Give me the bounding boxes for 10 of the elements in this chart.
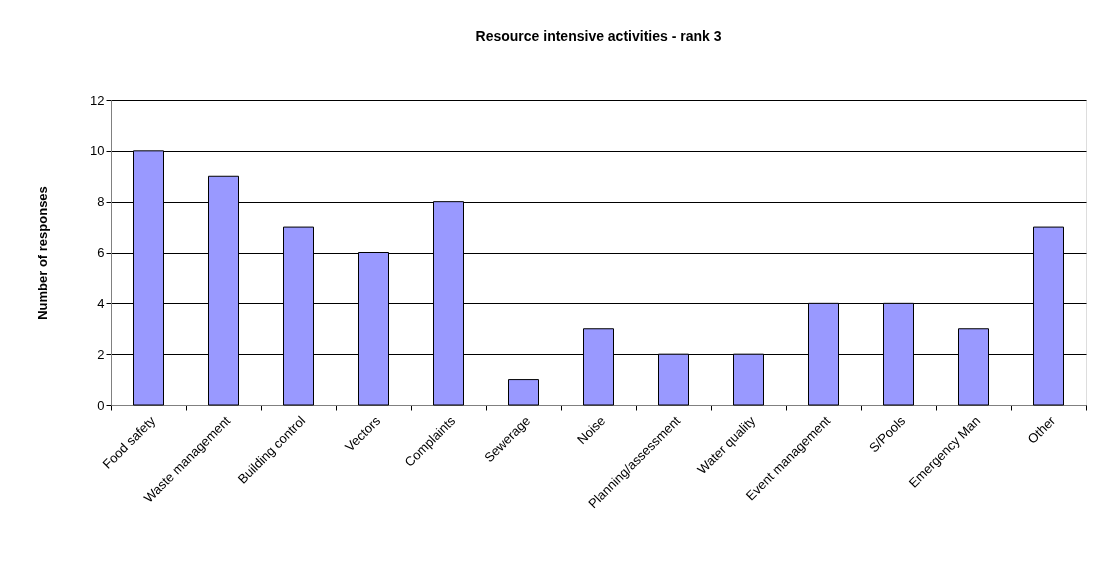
y-tick-label: 12: [90, 92, 105, 108]
chart-title: Resource intensive activities - rank 3: [475, 28, 722, 44]
y-tick-label: 2: [97, 346, 105, 362]
y-tick-label: 0: [97, 397, 105, 413]
y-tick-label: 6: [97, 245, 105, 260]
y-tick-label: 10: [90, 143, 105, 159]
y-axis-title: Number of responses: [35, 186, 51, 320]
y-tick-label: 4: [97, 295, 105, 311]
bar: [508, 379, 539, 406]
y-tick-label: 8: [97, 194, 105, 210]
